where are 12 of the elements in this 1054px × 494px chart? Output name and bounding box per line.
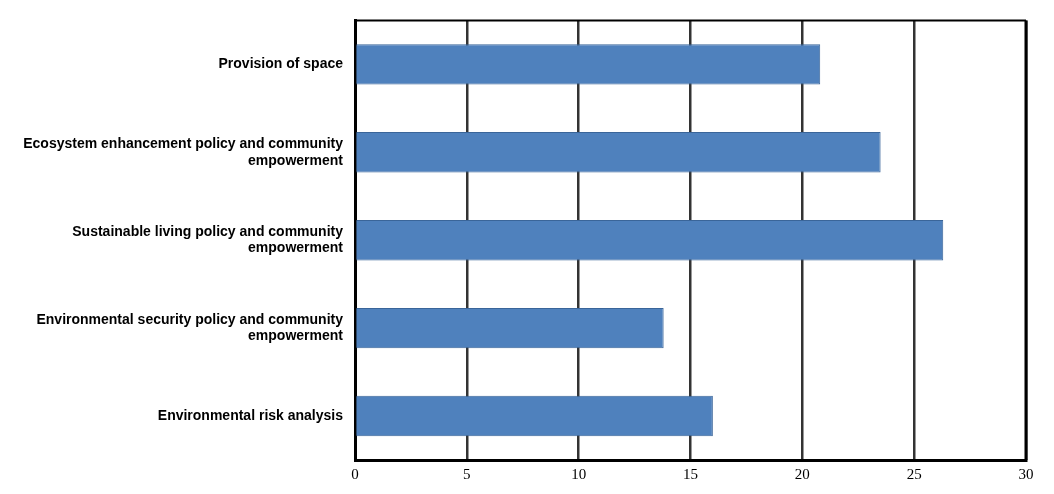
x-tick-label: 15 <box>683 465 698 482</box>
y-tick-label: Sustainable living policy and community empowerment <box>72 222 344 256</box>
y-tick-label: Environmental risk analysis <box>157 406 344 423</box>
x-tick-label: 5 <box>463 465 471 482</box>
y-tick-label: Provision of space <box>218 55 344 72</box>
y-tick-label: Environmental security policy and community empowerment <box>36 310 344 344</box>
x-tick-label: 30 <box>1018 465 1034 482</box>
x-tick-label: 25 <box>906 465 922 482</box>
x-tick-label: 10 <box>571 465 587 482</box>
x-tick-label: 0 <box>351 465 359 482</box>
y-tick-label: Ecosystem enhancement policy and community empowerment <box>23 134 344 168</box>
x-tick-label: 20 <box>794 465 810 482</box>
